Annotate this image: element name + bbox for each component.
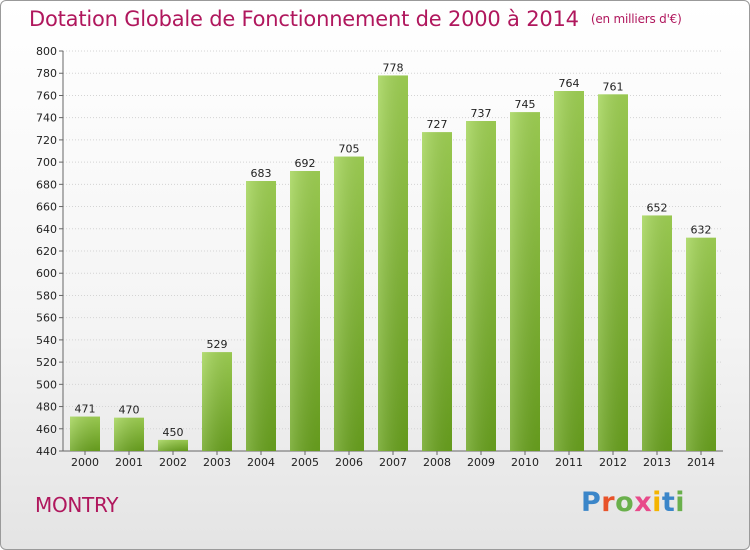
logo-letter: x (634, 487, 653, 518)
bar-shade (378, 75, 408, 451)
bar-shade (246, 181, 276, 451)
y-tick-label: 480 (36, 401, 57, 414)
y-tick-label: 580 (36, 289, 57, 302)
bar-shade (290, 171, 320, 451)
x-tick-label: 2000 (71, 456, 99, 469)
data-label: 692 (295, 157, 316, 170)
data-label: 778 (383, 61, 404, 74)
bar-shade (686, 237, 716, 451)
y-tick-label: 700 (36, 156, 57, 169)
y-tick-label: 440 (36, 445, 57, 458)
data-label: 652 (647, 201, 668, 214)
proxiti-logo: Proxiti (581, 487, 685, 518)
y-tick-label: 680 (36, 178, 57, 191)
bar-shade (510, 112, 540, 451)
y-tick-label: 660 (36, 201, 57, 214)
axes: 440 460 480 500 520 540 560 580 600 620 640 660 680 7… (36, 45, 723, 469)
data-label: 471 (75, 403, 96, 416)
y-tick-label: 640 (36, 223, 57, 236)
bar-shade (158, 439, 188, 451)
x-tick-label: 2007 (379, 456, 407, 469)
x-tick-label: 2005 (291, 456, 319, 469)
bar-shade (598, 94, 628, 451)
data-label: 737 (471, 107, 492, 120)
bar-shade (466, 121, 496, 451)
commune-name: MONTRY (35, 493, 119, 517)
y-tick-label: 800 (36, 45, 57, 58)
x-tick-label: 2013 (643, 456, 671, 469)
x-tick-label: 2012 (599, 456, 627, 469)
logo-letter: t (661, 487, 676, 518)
data-label: 764 (559, 77, 580, 90)
data-label: 745 (515, 98, 536, 111)
bar-shade (422, 132, 452, 451)
x-tick-label: 2009 (467, 456, 495, 469)
bar-shade (554, 91, 584, 451)
y-tick-label: 540 (36, 334, 57, 347)
y-tick-label: 780 (36, 67, 57, 80)
data-label: 683 (251, 167, 272, 180)
bar-shade (114, 417, 144, 451)
x-tick-label: 2001 (115, 456, 143, 469)
data-labels: 471 470 450 529 683 692 705 778 727 737 745 764 761 6… (75, 61, 712, 438)
bar-shade (70, 416, 100, 451)
x-tick-label: 2008 (423, 456, 451, 469)
y-tick-label: 760 (36, 89, 57, 102)
y-tick-label: 560 (36, 312, 57, 325)
logo-letter: i (652, 487, 662, 518)
logo-letter: o (615, 487, 635, 518)
y-tick-label: 620 (36, 245, 57, 258)
y-tick-label: 500 (36, 378, 57, 391)
data-label: 529 (207, 338, 228, 351)
data-label: 727 (427, 118, 448, 131)
x-tick-label: 2002 (159, 456, 187, 469)
chart-title: Dotation Globale de Fonctionnement de 20… (29, 7, 682, 31)
logo-letter: r (601, 487, 616, 518)
data-label: 450 (163, 426, 184, 439)
data-label: 761 (603, 80, 624, 93)
data-label: 632 (691, 224, 712, 237)
data-label: 470 (119, 404, 140, 417)
bars (70, 75, 716, 452)
x-tick-label: 2014 (687, 456, 715, 469)
y-tick-label: 740 (36, 112, 57, 125)
y-tick-label: 460 (36, 423, 57, 436)
x-tick-label: 2011 (555, 456, 583, 469)
x-tick-label: 2004 (247, 456, 275, 469)
chart-title-text: Dotation Globale de Fonctionnement de 20… (29, 7, 579, 31)
bar-shade (334, 156, 364, 452)
logo-letter: P (581, 487, 602, 518)
y-tick-label: 520 (36, 356, 57, 369)
y-tick-label: 600 (36, 267, 57, 280)
bar-shade (202, 352, 232, 451)
logo-letter: i (675, 487, 686, 518)
unit-note: (en milliers d'€) (590, 12, 682, 26)
x-tick-label: 2003 (203, 456, 231, 469)
bar-shade (642, 215, 672, 451)
x-tick-label: 2010 (511, 456, 539, 469)
y-tick-label: 720 (36, 134, 57, 147)
data-label: 705 (339, 143, 360, 156)
x-tick-label: 2006 (335, 456, 363, 469)
